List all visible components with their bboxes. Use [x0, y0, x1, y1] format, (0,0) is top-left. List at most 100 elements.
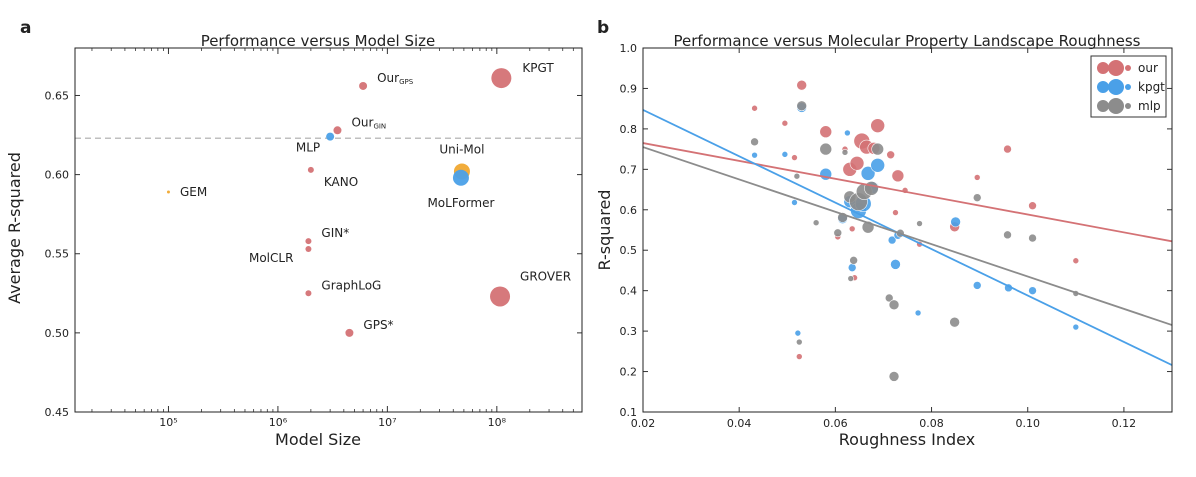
- point-label: OurGPS: [377, 71, 414, 86]
- legend-marker: [1125, 103, 1131, 109]
- point-our-gps: [359, 81, 368, 90]
- point-kpgt: [491, 68, 512, 89]
- y-tick-label: 0.50: [45, 327, 70, 340]
- point-our: [973, 174, 981, 181]
- x-axis-label-a: Model Size: [275, 430, 361, 449]
- y-tick-label: 0.4: [620, 285, 638, 298]
- point-mlp: [750, 137, 759, 147]
- x-tick-label: 10⁸: [488, 416, 507, 429]
- y-tick-label: 1.0: [620, 42, 638, 55]
- legend-marker: [1108, 79, 1124, 95]
- point-mlp: [884, 293, 894, 303]
- y-tick-label: 0.8: [620, 123, 638, 136]
- point-kpgt: [887, 235, 897, 245]
- point-label: OurGIN: [351, 115, 386, 130]
- point-mlp: [847, 275, 855, 282]
- y-tick-label: 0.2: [620, 366, 638, 379]
- x-tick-label: 10⁶: [269, 416, 288, 429]
- point-mlp: [972, 193, 982, 202]
- y-tick-label: 0.5: [620, 244, 638, 257]
- point-mlp: [833, 228, 843, 238]
- point-mlp: [888, 299, 900, 311]
- y-tick-label: 0.3: [620, 325, 638, 338]
- panel-label-b: b: [597, 18, 609, 38]
- point-mlp: [841, 149, 849, 156]
- point-kpgt: [794, 329, 802, 337]
- x-axis-label-b: Roughness Index: [839, 430, 975, 449]
- x-tick-label: 0.10: [1015, 417, 1040, 430]
- point-mlp: [812, 219, 820, 227]
- legend-marker: [1097, 100, 1109, 112]
- legend-label: kpgt: [1138, 80, 1165, 94]
- panel-a: a Performance versus Model Size 0.45 0.50…: [5, 18, 583, 449]
- point-our: [1028, 201, 1037, 211]
- point-label: MolCLR: [249, 251, 293, 265]
- point-our: [795, 353, 803, 360]
- point-kpgt: [1072, 323, 1080, 331]
- point-label: GIN*: [321, 226, 349, 240]
- point-kpgt: [950, 216, 961, 228]
- point-label: MLP: [296, 141, 320, 155]
- point-kpgt: [847, 263, 857, 272]
- point-mlp: [916, 220, 923, 227]
- point-mlp: [1028, 233, 1037, 243]
- x-tick-label: 10⁵: [159, 416, 177, 429]
- fit-line-our: [643, 142, 1172, 243]
- x-tick-label: 0.04: [727, 417, 752, 430]
- point-mlp: [795, 338, 803, 346]
- legend-marker: [1125, 65, 1131, 71]
- legend-marker: [1097, 62, 1109, 74]
- panel-b: b Performance versus Molecular Property …: [595, 18, 1173, 449]
- panel-label-a: a: [20, 18, 31, 38]
- point-mlp: [871, 142, 884, 156]
- point-our: [781, 119, 789, 127]
- y-tick-label: 0.7: [620, 163, 638, 176]
- point-kpgt: [860, 166, 876, 181]
- point-our: [796, 79, 808, 91]
- point-molclr: [305, 245, 312, 252]
- point-kpgt: [870, 157, 885, 173]
- point-our: [886, 150, 895, 160]
- y-axis-label-a: Average R-squared: [5, 152, 24, 304]
- point-our: [848, 225, 856, 233]
- point-kpgt: [914, 309, 922, 317]
- point-gps-: [345, 328, 354, 337]
- scatter-layer: [643, 79, 1172, 382]
- x-tick-label: 0.02: [631, 417, 656, 430]
- y-tick-label: 0.45: [45, 406, 70, 419]
- point-kpgt: [751, 151, 758, 159]
- y-tick-label: 0.65: [45, 89, 70, 102]
- point-molformer: [452, 169, 469, 186]
- point-label: KPGT: [522, 61, 554, 75]
- point-mlp: [819, 142, 833, 156]
- point-our: [1003, 144, 1012, 154]
- chart-title-a: Performance versus Model Size: [201, 32, 436, 50]
- y-tick-label: 0.1: [620, 406, 638, 419]
- plot-frame-a: [74, 47, 583, 413]
- point-mlp: [796, 100, 808, 112]
- point-mlp: [949, 316, 960, 328]
- legend-marker: [1108, 98, 1124, 114]
- legend-label: mlp: [1138, 99, 1161, 113]
- point-our: [1072, 257, 1080, 265]
- legend-marker: [1097, 81, 1109, 93]
- legend-marker: [1125, 84, 1131, 90]
- point-our-gin: [333, 126, 342, 135]
- point-mlp: [793, 172, 801, 180]
- point-mlp: [888, 371, 900, 382]
- point-kpgt: [844, 129, 851, 137]
- point-label: KANO: [324, 175, 358, 189]
- legend-marker: [1108, 60, 1124, 76]
- point-kpgt: [781, 151, 789, 158]
- point-gin-: [305, 238, 312, 245]
- legend: our kpgt mlp: [1090, 55, 1167, 118]
- point-our: [891, 169, 905, 183]
- point-label: MoLFormer: [427, 196, 494, 210]
- fit-line-mlp: [643, 146, 1172, 326]
- y-tick-label: 0.6: [620, 204, 638, 217]
- legend-label: our: [1138, 61, 1158, 75]
- chart-title-b: Performance versus Molecular Property La…: [674, 32, 1141, 50]
- point-label: Uni-Mol: [439, 142, 484, 156]
- point-our: [751, 104, 758, 112]
- x-tick-label: 0.06: [823, 417, 848, 430]
